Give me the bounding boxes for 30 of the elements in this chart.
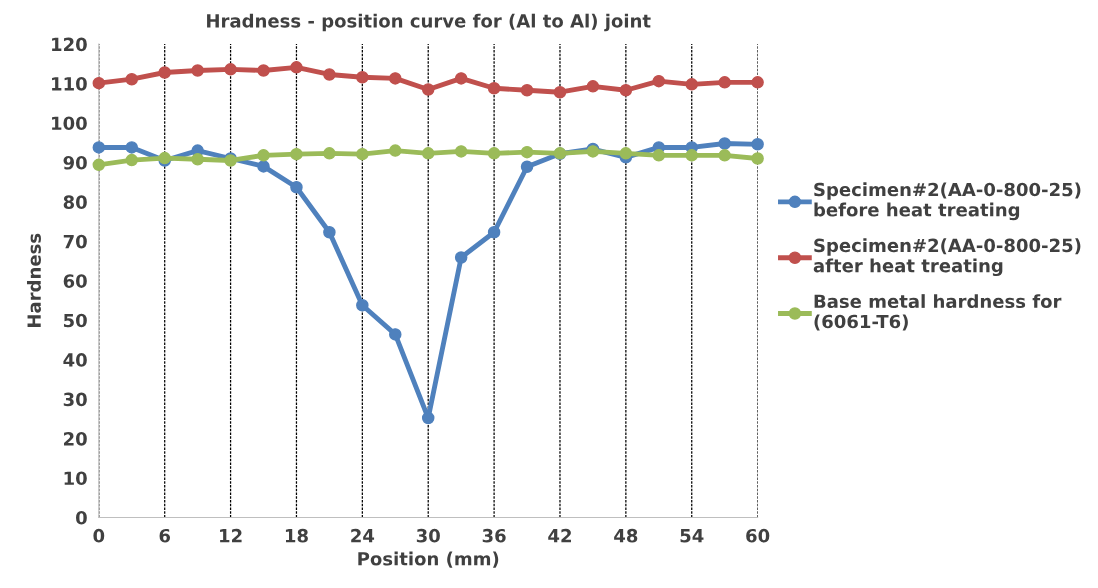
x-tick-label: 24 — [351, 528, 375, 543]
y-tick-label: 70 — [63, 234, 87, 249]
y-tick-label: 110 — [52, 77, 87, 91]
legend-label: Specimen#2(AA-0-800-25) after heat treating — [813, 238, 1081, 277]
y-tick-label: 50 — [63, 313, 87, 328]
legend-label: Specimen#2(AA-0-800-25) before heat treating — [814, 182, 1081, 221]
y-tick-label: 90 — [63, 155, 87, 170]
y-tick-label: 20 — [64, 432, 87, 446]
chart-title: Hradness - position curve for (Al to Al) joint — [207, 13, 651, 32]
y-tick-label: 0 — [76, 510, 87, 525]
y-tick-label: 30 — [63, 392, 87, 407]
x-axis-title: Position (mm) — [358, 551, 499, 568]
y-axis-title: Hardness — [26, 233, 41, 327]
x-tick-label: 60 — [746, 528, 770, 543]
x-tick-label: 36 — [482, 528, 506, 543]
x-tick-label: 48 — [614, 528, 638, 543]
x-tick-label: 18 — [285, 528, 308, 543]
x-tick-label: 30 — [416, 528, 440, 543]
x-tick-label: 6 — [159, 528, 171, 543]
y-tick-label: 100 — [52, 116, 87, 131]
y-tick-label: 60 — [63, 274, 87, 288]
x-tick-label: 0 — [93, 528, 105, 543]
y-tick-label: 120 — [52, 37, 87, 52]
x-tick-label: 54 — [680, 529, 704, 543]
legend-label: Base metal hardness for (6061-T6) — [814, 294, 1062, 331]
y-tick-label: 40 — [63, 353, 87, 367]
y-tick-label: 10 — [64, 471, 87, 486]
x-tick-label: 42 — [548, 528, 571, 543]
y-tick-label: 80 — [63, 195, 87, 209]
x-tick-label: 12 — [220, 528, 242, 543]
